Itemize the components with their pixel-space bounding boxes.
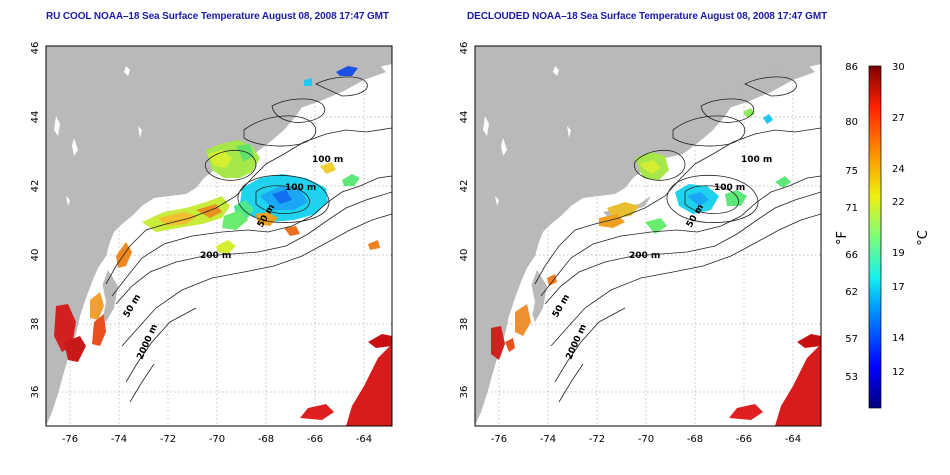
f-tick-label: 75 (845, 166, 858, 177)
right-map (474, 45, 822, 427)
lat-tick-label: 42 (30, 180, 41, 193)
c-tick-label: 17 (892, 282, 905, 293)
lat-tick-label: 44 (30, 111, 41, 124)
right-lon-axis: -76 -74 -72 -70 -68 -66 -64 (491, 434, 801, 445)
lon-tick-label: -70 (209, 434, 225, 445)
contour-label-100m: 100 m (312, 155, 343, 165)
lon-tick-label: -74 (540, 434, 556, 445)
f-tick-label: 86 (845, 62, 858, 73)
c-tick-label: 27 (892, 113, 905, 124)
colorbar-f-unit: °F (835, 231, 850, 245)
left-map-title: RU COOL NOAA–18 Sea Surface Temperature … (46, 11, 389, 22)
lon-tick-label: -74 (111, 434, 127, 445)
lon-tick-label: -76 (491, 434, 507, 445)
lat-tick-label: 46 (30, 42, 41, 55)
left-map (45, 45, 393, 427)
left-sst-patches (54, 66, 392, 426)
colorbar-f-ticks: 86 80 75 71 66 62 57 53 (845, 62, 858, 383)
lon-tick-label: -72 (589, 434, 605, 445)
lon-tick-label: -66 (736, 434, 752, 445)
lat-tick-label: 44 (459, 111, 470, 124)
lat-tick-label: 42 (459, 180, 470, 193)
c-tick-label: 24 (892, 164, 905, 175)
colorbar-c-unit: °C (916, 230, 931, 246)
f-tick-label: 66 (845, 250, 858, 261)
contour-label-200m: 200 m (200, 251, 231, 261)
f-tick-label: 62 (845, 287, 858, 298)
lon-tick-label: -64 (785, 434, 801, 445)
left-lon-axis: -76 -74 -72 -70 -68 -66 -64 (62, 434, 372, 445)
f-tick-label: 80 (845, 117, 858, 128)
lat-tick-label: 38 (30, 318, 41, 331)
lon-tick-label: -64 (356, 434, 372, 445)
f-tick-label: 53 (845, 372, 858, 383)
lat-tick-label: 36 (459, 386, 470, 399)
contour-label-200m: 200 m (629, 251, 660, 261)
lat-tick-label: 38 (459, 318, 470, 331)
lon-tick-label: -72 (160, 434, 176, 445)
c-tick-label: 14 (892, 333, 905, 344)
lon-tick-label: -70 (638, 434, 654, 445)
lat-tick-label: 40 (30, 249, 41, 262)
c-tick-label: 12 (892, 367, 905, 378)
lat-tick-label: 46 (459, 42, 470, 55)
f-tick-label: 57 (845, 334, 858, 345)
right-lat-axis: 36 38 40 42 44 46 (459, 42, 470, 399)
lon-tick-label: -68 (687, 434, 703, 445)
right-map-title: DECLOUDED NOAA–18 Sea Surface Temperatur… (467, 11, 828, 22)
c-tick-label: 19 (892, 248, 905, 259)
lon-tick-label: -76 (62, 434, 78, 445)
c-tick-label: 30 (892, 62, 905, 73)
c-tick-label: 22 (892, 197, 905, 208)
lat-tick-label: 40 (459, 249, 470, 262)
colorbar: 86 80 75 71 66 62 57 53 30 27 24 22 19 1… (835, 62, 931, 409)
f-tick-label: 71 (845, 203, 858, 214)
contour-label-100m-inner: 100 m (714, 183, 745, 193)
lon-tick-label: -68 (258, 434, 274, 445)
left-lat-axis: 36 38 40 42 44 46 (30, 42, 41, 399)
contour-label-100m-inner: 100 m (285, 183, 316, 193)
colorbar-c-ticks: 30 27 24 22 19 17 14 12 (892, 62, 905, 378)
lat-tick-label: 36 (30, 386, 41, 399)
lon-tick-label: -66 (307, 434, 323, 445)
contour-label-100m: 100 m (741, 155, 772, 165)
